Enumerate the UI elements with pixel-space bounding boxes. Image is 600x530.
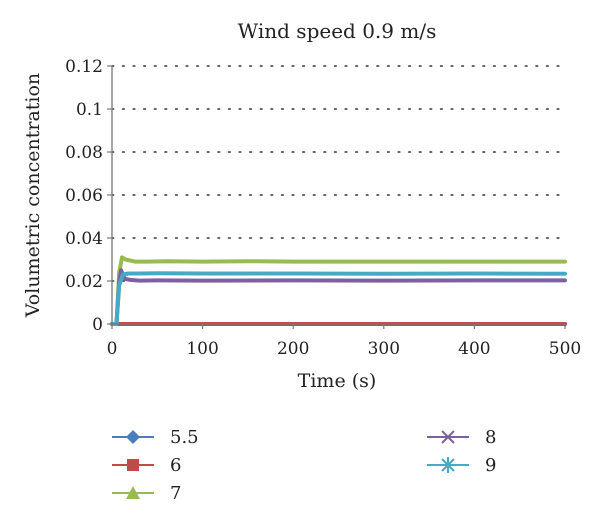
series-line-8 — [110, 268, 567, 326]
y-tick-label-2: 0.04 — [65, 229, 103, 249]
y-tick-label-5: 0.1 — [76, 100, 103, 120]
y-axis-label: Volumetric concentration — [22, 73, 44, 318]
legend-label-8: 8 — [485, 427, 496, 448]
x-tick-label-5: 500 — [549, 339, 581, 359]
x-tick-label-0: 0 — [107, 339, 118, 359]
y-tick-label-1: 0.02 — [65, 272, 103, 292]
y-tick-label-4: 0.08 — [65, 143, 103, 163]
legend-label-5-5: 5.5 — [170, 427, 199, 448]
y-tick-label-0: 0 — [92, 315, 103, 335]
y-tick-label-6: 0.12 — [65, 57, 103, 77]
legend-item-7: 7 — [112, 483, 181, 504]
legend-marker-6 — [127, 459, 139, 471]
legend-marker-7 — [126, 486, 140, 499]
legend-item-5-5: 5.5 — [112, 427, 199, 448]
x-tick-label-1: 100 — [186, 339, 218, 359]
legend-label-7: 7 — [170, 483, 181, 504]
legend-marker-9 — [441, 457, 455, 473]
series-line-7 — [110, 255, 567, 326]
legend-item-6: 6 — [112, 455, 181, 476]
legend-item-9: 9 — [427, 455, 496, 476]
y-tick-label-3: 0.06 — [65, 186, 103, 206]
x-axis-label: Time (s) — [298, 370, 377, 392]
legend-marker-8 — [441, 430, 455, 444]
x-tick-label-4: 400 — [458, 339, 490, 359]
series-line-9 — [110, 271, 567, 326]
legend-label-9: 9 — [485, 455, 496, 476]
chart-title: Wind speed 0.9 m/s — [238, 19, 437, 43]
legend-marker-5-5 — [126, 430, 140, 444]
legend-label-6: 6 — [170, 455, 181, 476]
x-tick-label-2: 200 — [277, 339, 309, 359]
x-tick-label-3: 300 — [368, 339, 400, 359]
legend-item-8: 8 — [427, 427, 496, 448]
